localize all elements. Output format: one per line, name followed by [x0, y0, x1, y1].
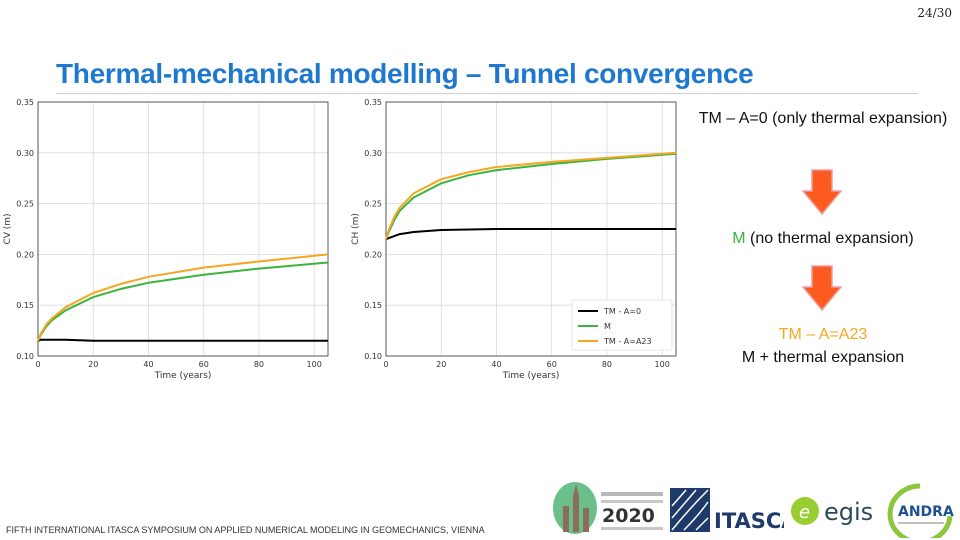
- cv-y-tick-label: 0.35: [16, 98, 34, 107]
- flow-step-m-text: (no thermal expansion): [745, 230, 914, 247]
- ch-x-axis-label: Time (years): [502, 371, 560, 381]
- symposium-year: 2020: [602, 505, 655, 527]
- down-arrow-icon: [802, 265, 842, 311]
- flow-step-m: M (no thermal expansion): [693, 230, 953, 248]
- cv-x-tick-label: 40: [143, 360, 153, 369]
- itasca-logo: ITASCA: [670, 488, 784, 532]
- ch-series-line-1: [385, 152, 677, 240]
- slide-title: Thermal-mechanical modelling – Tunnel co…: [56, 58, 754, 89]
- ch-legend-box: [571, 299, 673, 351]
- title-underline: [56, 93, 918, 94]
- andra-wordmark: ANDRA: [898, 504, 954, 520]
- cv-y-axis-label: CV (m): [3, 213, 13, 244]
- flow-step-tm-a0: TM – A=0 (only thermal expansion): [693, 110, 953, 128]
- cv-x-axis-label: Time (years): [154, 371, 212, 381]
- ch-chart: 0.10 0.15 0.20 0.25 0.30 0.35 0 20 40 60 80 100 CH…: [351, 98, 677, 381]
- ch-series-line-0: [385, 228, 676, 241]
- ch-y-axis-label: CH (m): [351, 213, 361, 245]
- flow-step-tm-a0-bold: TM – A=0: [698, 110, 768, 127]
- ch-x-tick-label: 20: [436, 360, 446, 369]
- ch-x-tick-label: 80: [602, 360, 612, 369]
- ch-legend-label-1: M: [604, 322, 611, 331]
- cv-y-tick-label: 0.25: [16, 200, 34, 209]
- ch-y-tick-label: 0.30: [364, 149, 382, 158]
- cv-x-tick-label: 20: [88, 360, 98, 369]
- cv-series-line-0: [37, 338, 328, 342]
- flow-step-m-bold: M: [732, 230, 746, 247]
- ch-x-tick-label: 60: [547, 360, 557, 369]
- egis-logo: e egis: [791, 497, 872, 526]
- cv-plot-frame: [37, 101, 329, 357]
- ch-legend-label-2: TM - A=A23: [603, 337, 652, 346]
- svg-text:e: e: [799, 502, 810, 523]
- ch-legend-label-0: TM - A=0: [603, 307, 641, 316]
- itasca-wordmark: ITASCA: [714, 509, 784, 532]
- andra-logo: ANDRA: [887, 483, 954, 538]
- symposium-2020-logo: 2020: [553, 482, 663, 534]
- ch-y-tick-label: 0.10: [364, 352, 382, 361]
- cv-series-line-2: [37, 253, 329, 342]
- ch-x-tick-label: 0: [383, 360, 388, 369]
- cv-gridlines: [37, 101, 328, 357]
- ch-y-tick-label: 0.35: [364, 98, 382, 107]
- cv-x-tick-label: 60: [199, 360, 209, 369]
- cv-y-tick-label: 0.15: [16, 301, 34, 310]
- ch-y-tick-label: 0.20: [364, 250, 382, 259]
- ch-y-tick-label: 0.25: [364, 200, 382, 209]
- ch-series-line-2: [385, 151, 677, 240]
- ch-y-tick-label: 0.15: [364, 301, 382, 310]
- cv-x-tick-label: 80: [254, 360, 264, 369]
- footer-text: FIFTH INTERNATIONAL ITASCA SYMPOSIUM ON …: [6, 525, 485, 535]
- flow-step-tm-a0-text: (only thermal expansion): [767, 110, 948, 127]
- cv-series-line-1: [37, 261, 329, 342]
- cv-y-tick-label: 0.10: [16, 352, 34, 361]
- cv-y-tick-label: 0.30: [16, 149, 34, 158]
- page-number: 24/30: [917, 6, 952, 20]
- flow-step-a23: TM – A=A23: [778, 326, 868, 343]
- ch-x-tick-label: 40: [491, 360, 501, 369]
- egis-wordmark: egis: [824, 498, 872, 526]
- flow-step-a23-desc: M + thermal expansion: [741, 349, 905, 366]
- cv-chart: 0.10 0.15 0.20 0.25 0.30 0.35 0 20 40 60 80 100 CV…: [3, 98, 329, 381]
- ch-x-tick-label: 100: [655, 360, 670, 369]
- cv-y-tick-label: 0.20: [16, 250, 34, 259]
- down-arrow-icon: [802, 169, 842, 215]
- cv-x-tick-label: 0: [35, 360, 40, 369]
- cv-x-tick-label: 100: [307, 360, 322, 369]
